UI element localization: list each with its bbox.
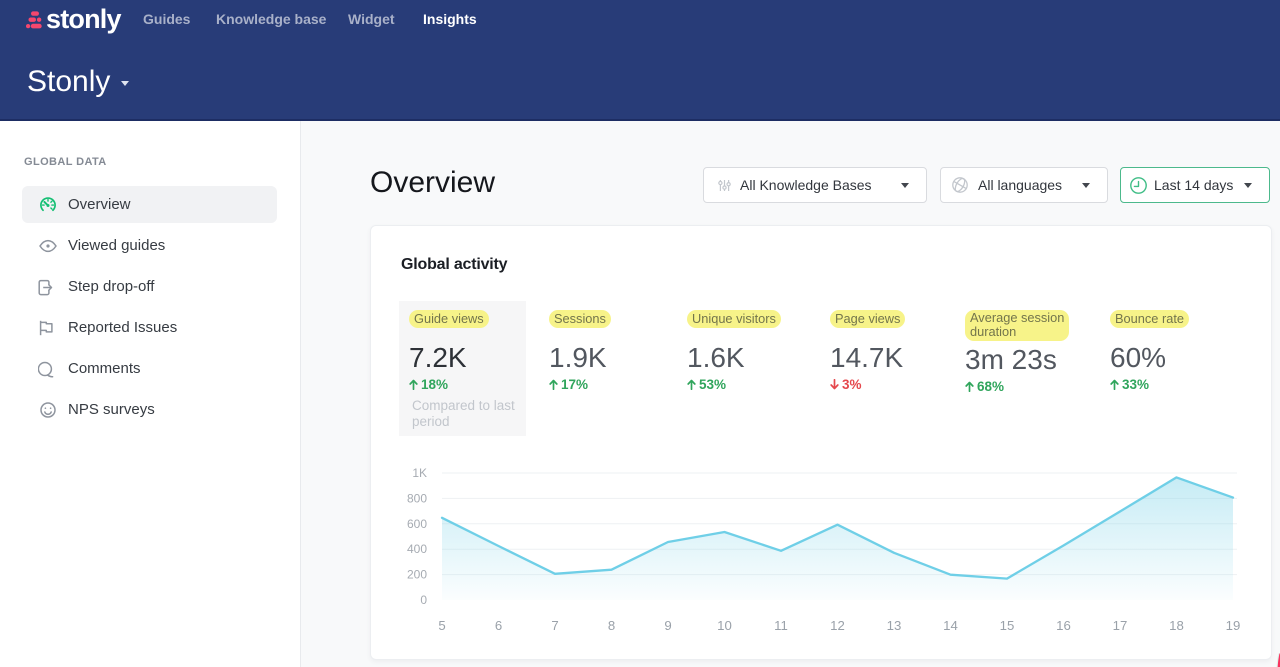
svg-text:600: 600	[407, 517, 427, 531]
svg-text:8: 8	[608, 618, 615, 633]
svg-text:200: 200	[407, 568, 427, 582]
svg-text:11: 11	[774, 618, 788, 633]
svg-text:15: 15	[1000, 618, 1015, 633]
svg-text:0: 0	[420, 593, 427, 607]
svg-text:5: 5	[438, 618, 445, 633]
svg-text:16: 16	[1056, 618, 1071, 633]
svg-text:13: 13	[887, 618, 902, 633]
svg-text:14: 14	[943, 618, 958, 633]
svg-text:12: 12	[830, 618, 845, 633]
svg-text:6: 6	[495, 618, 502, 633]
svg-text:19: 19	[1226, 618, 1241, 633]
svg-text:7: 7	[551, 618, 558, 633]
svg-text:9: 9	[664, 618, 671, 633]
svg-text:1K: 1K	[412, 466, 427, 480]
svg-text:800: 800	[407, 491, 427, 505]
svg-text:10: 10	[717, 618, 732, 633]
svg-text:17: 17	[1113, 618, 1128, 633]
svg-text:18: 18	[1169, 618, 1184, 633]
svg-text:400: 400	[407, 542, 427, 556]
